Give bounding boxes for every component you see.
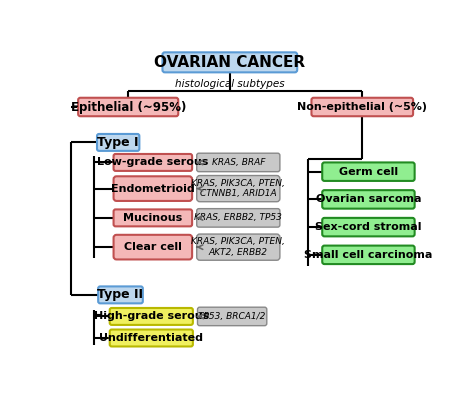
FancyBboxPatch shape — [114, 154, 192, 171]
FancyBboxPatch shape — [197, 208, 280, 227]
Text: Ovarian sarcoma: Ovarian sarcoma — [316, 194, 421, 204]
FancyBboxPatch shape — [114, 176, 192, 201]
Text: Low-grade serous: Low-grade serous — [97, 158, 209, 167]
Text: Undifferentiated: Undifferentiated — [99, 333, 203, 343]
Text: Germ cell: Germ cell — [339, 167, 398, 177]
FancyBboxPatch shape — [311, 98, 413, 116]
FancyBboxPatch shape — [78, 98, 178, 116]
FancyBboxPatch shape — [163, 53, 297, 72]
FancyBboxPatch shape — [97, 134, 139, 151]
Text: KRAS, ERBB2, TP53: KRAS, ERBB2, TP53 — [194, 213, 282, 222]
FancyBboxPatch shape — [114, 209, 192, 226]
Text: OVARIAN CANCER: OVARIAN CANCER — [154, 55, 305, 70]
Text: KRAS, PIK3CA, PTEN,
CTNNB1, ARID1A: KRAS, PIK3CA, PTEN, CTNNB1, ARID1A — [191, 179, 285, 198]
Text: histological subtypes: histological subtypes — [175, 79, 285, 89]
FancyBboxPatch shape — [114, 235, 192, 259]
Text: Small cell carcinoma: Small cell carcinoma — [304, 250, 433, 260]
FancyBboxPatch shape — [197, 153, 280, 172]
FancyBboxPatch shape — [322, 190, 415, 208]
FancyBboxPatch shape — [98, 286, 143, 303]
FancyBboxPatch shape — [198, 307, 267, 326]
Text: High-grade serous: High-grade serous — [94, 311, 209, 322]
FancyBboxPatch shape — [109, 330, 193, 347]
Text: Epithelial (~95%): Epithelial (~95%) — [71, 101, 186, 114]
Text: Type I: Type I — [98, 136, 139, 149]
Text: Type II: Type II — [98, 288, 144, 301]
Text: TP53, BRCA1/2: TP53, BRCA1/2 — [199, 312, 266, 321]
Text: Non-epithelial (~5%): Non-epithelial (~5%) — [297, 102, 427, 112]
FancyBboxPatch shape — [109, 308, 193, 325]
FancyBboxPatch shape — [197, 234, 280, 260]
Text: KRAS, PIK3CA, PTEN,
AKT2, ERBB2: KRAS, PIK3CA, PTEN, AKT2, ERBB2 — [191, 238, 285, 257]
FancyBboxPatch shape — [322, 218, 415, 236]
Text: Endometrioid: Endometrioid — [111, 184, 195, 194]
FancyBboxPatch shape — [197, 175, 280, 202]
Text: KRAS, BRAF: KRAS, BRAF — [211, 158, 265, 167]
Text: Mucinous: Mucinous — [123, 213, 182, 223]
FancyBboxPatch shape — [322, 162, 415, 181]
Text: Sex-cord stromal: Sex-cord stromal — [315, 222, 422, 232]
FancyBboxPatch shape — [322, 246, 415, 264]
Text: Clear cell: Clear cell — [124, 242, 182, 252]
